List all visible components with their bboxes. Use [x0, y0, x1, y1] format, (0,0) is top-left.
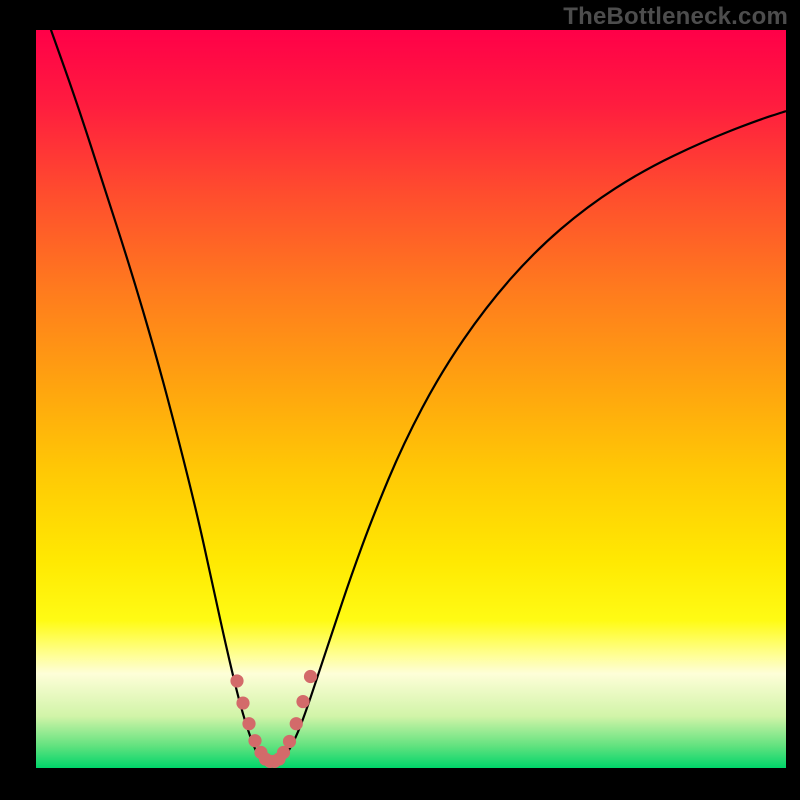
sweet-spot-dot — [230, 674, 243, 687]
watermark-label: TheBottleneck.com — [563, 3, 788, 31]
sweet-spot-markers-layer — [36, 30, 786, 768]
sweet-spot-dot — [242, 717, 255, 730]
sweet-spot-dot — [283, 735, 296, 748]
sweet-spot-dot — [296, 695, 309, 708]
plot-area — [36, 30, 786, 768]
sweet-spot-dot — [290, 717, 303, 730]
sweet-spot-dot — [236, 696, 249, 709]
sweet-spot-dot — [248, 734, 261, 747]
sweet-spot-dot — [304, 670, 317, 683]
